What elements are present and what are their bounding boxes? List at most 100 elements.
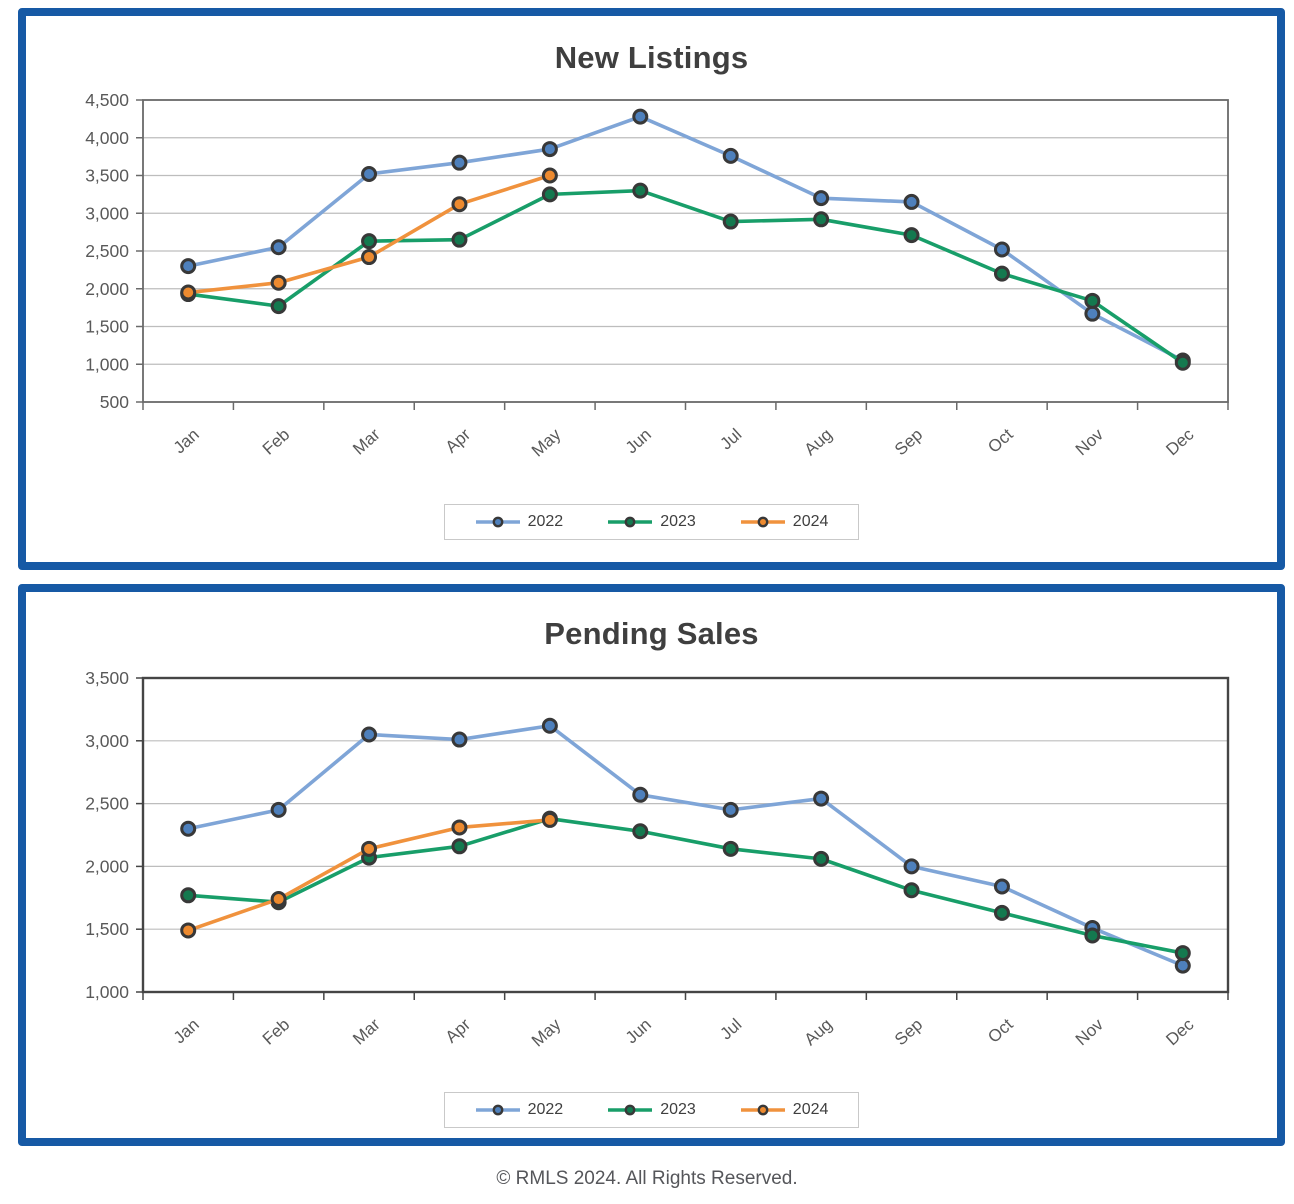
x-axis-label: Jul bbox=[717, 1015, 746, 1044]
series-point-2023 bbox=[180, 887, 197, 904]
x-axis-label: Apr bbox=[442, 1015, 475, 1047]
series-point-2022 bbox=[1084, 305, 1101, 322]
y-axis-label: 2,000 bbox=[85, 279, 129, 299]
series-point-2023 bbox=[993, 904, 1010, 921]
x-axis-label: Oct bbox=[984, 1015, 1017, 1047]
legend-label-2022: 2022 bbox=[527, 513, 564, 530]
x-axis-label: Nov bbox=[1072, 425, 1108, 460]
x-axis-label: Oct bbox=[984, 425, 1017, 457]
legend-swatch-2024 bbox=[740, 516, 785, 528]
copyright-text: © RMLS 2024. All Rights Reserved. bbox=[496, 1168, 798, 1189]
x-axis-label: Mar bbox=[349, 425, 384, 459]
series-line-2022 bbox=[186, 723, 1185, 968]
x-axis-label: Mar bbox=[349, 1015, 384, 1049]
series-point-2023 bbox=[361, 233, 378, 250]
series-point-2023 bbox=[903, 227, 920, 244]
legend-marker bbox=[492, 1104, 504, 1116]
series-point-2022 bbox=[632, 108, 649, 125]
series-point-2023 bbox=[722, 213, 739, 230]
series-point-2024 bbox=[180, 284, 197, 301]
y-axis-label: 2,500 bbox=[85, 241, 129, 261]
x-axis-label: May bbox=[528, 425, 565, 461]
series-point-2022 bbox=[1174, 957, 1191, 974]
x-axis-label: Nov bbox=[1072, 1015, 1108, 1050]
y-axis-label: 1,500 bbox=[85, 317, 129, 337]
y-axis-label: 3,500 bbox=[85, 668, 129, 688]
series-point-2023 bbox=[813, 850, 830, 867]
legend-swatch-2022 bbox=[475, 516, 520, 528]
x-axis-label: Jun bbox=[622, 425, 655, 457]
series-point-2023 bbox=[1174, 354, 1191, 371]
x-axis-label: Jan bbox=[170, 425, 203, 457]
series-point-2022 bbox=[541, 717, 558, 734]
series-point-2022 bbox=[722, 801, 739, 818]
y-axis-label: 2,000 bbox=[85, 856, 129, 876]
series-point-2023 bbox=[451, 838, 468, 855]
series-point-2023 bbox=[903, 882, 920, 899]
y-axis-label: 2,500 bbox=[85, 794, 129, 814]
x-axis-label: Jun bbox=[622, 1015, 655, 1047]
x-axis-label: Sep bbox=[891, 425, 926, 459]
legend-marker bbox=[757, 516, 769, 528]
series-point-2022 bbox=[361, 165, 378, 182]
series-point-2022 bbox=[993, 241, 1010, 258]
legend-marker bbox=[624, 516, 636, 528]
legend-item-2024: 2024 bbox=[740, 1101, 828, 1119]
plot-frame bbox=[141, 676, 1230, 994]
series-point-2022 bbox=[993, 878, 1010, 895]
series-point-2024 bbox=[451, 196, 468, 213]
series-point-2024 bbox=[541, 167, 558, 184]
series-point-2022 bbox=[813, 190, 830, 207]
pending-sales-line-chart: 1,000 1,500 2,000 2,500 3,000 3,500 Jan Feb Mar A… bbox=[85, 668, 1230, 1050]
legend-swatch-2023 bbox=[608, 516, 653, 528]
legend-label-2022: 2022 bbox=[527, 1101, 564, 1118]
legend-label-2023: 2023 bbox=[660, 513, 696, 530]
y-axis-label: 1,000 bbox=[85, 982, 129, 1002]
legend-pending-sales: 2022 2023 2024 bbox=[443, 1092, 860, 1128]
series-point-2024 bbox=[451, 819, 468, 836]
series-point-2023 bbox=[722, 840, 739, 857]
legend-swatch-2022 bbox=[475, 1104, 520, 1116]
legend-item-2023: 2023 bbox=[607, 513, 696, 531]
new-listings-line-chart: 500 1,000 1,500 2,000 2,500 3,000 3,500 4,000 4,… bbox=[85, 90, 1229, 461]
new-listings-chart-card: New Listings 500 1,000 1,500 2,000 2,500 3,00… bbox=[18, 8, 1285, 570]
series-point-2023 bbox=[632, 182, 649, 199]
series-point-2024 bbox=[361, 249, 378, 266]
legend-new-listings: 2022 2023 2024 bbox=[443, 504, 860, 540]
legend-label-2023: 2023 bbox=[660, 1101, 696, 1118]
series-point-2022 bbox=[451, 731, 468, 748]
y-axis-label: 3,000 bbox=[85, 731, 129, 751]
x-axis-label: Jul bbox=[717, 425, 746, 454]
series-point-2022 bbox=[451, 154, 468, 171]
series-point-2023 bbox=[270, 298, 287, 315]
series-point-2022 bbox=[722, 147, 739, 164]
series-point-2024 bbox=[361, 840, 378, 857]
series-point-2022 bbox=[180, 258, 197, 275]
x-axis-label: Dec bbox=[1162, 425, 1198, 460]
x-axis-label: Jan bbox=[170, 1015, 203, 1047]
series-point-2022 bbox=[903, 858, 920, 875]
legend-item-2022: 2022 bbox=[475, 1101, 564, 1119]
series-point-2023 bbox=[813, 211, 830, 228]
legend-swatch-2023 bbox=[608, 1104, 653, 1116]
y-axis-label: 500 bbox=[100, 392, 129, 412]
y-axis-label: 1,000 bbox=[85, 354, 129, 374]
series-line-2022 bbox=[186, 114, 1185, 363]
series-point-2024 bbox=[180, 922, 197, 939]
y-axis-label: 1,500 bbox=[85, 919, 129, 939]
legend-item-2023: 2023 bbox=[607, 1101, 696, 1119]
y-axis-label: 3,000 bbox=[85, 203, 129, 223]
legend-swatch-2024 bbox=[740, 1104, 785, 1116]
legend-marker bbox=[492, 516, 504, 528]
series-point-2023 bbox=[1174, 945, 1191, 962]
x-axis-label: Apr bbox=[442, 425, 475, 457]
series-point-2023 bbox=[451, 231, 468, 248]
legend-item-2024: 2024 bbox=[740, 513, 828, 531]
series-point-2022 bbox=[541, 141, 558, 158]
legend-marker bbox=[757, 1104, 769, 1116]
y-axis-label: 4,000 bbox=[85, 128, 129, 148]
x-axis-label: Feb bbox=[259, 1015, 293, 1049]
series-point-2023 bbox=[632, 823, 649, 840]
x-axis-label: Aug bbox=[801, 425, 836, 459]
